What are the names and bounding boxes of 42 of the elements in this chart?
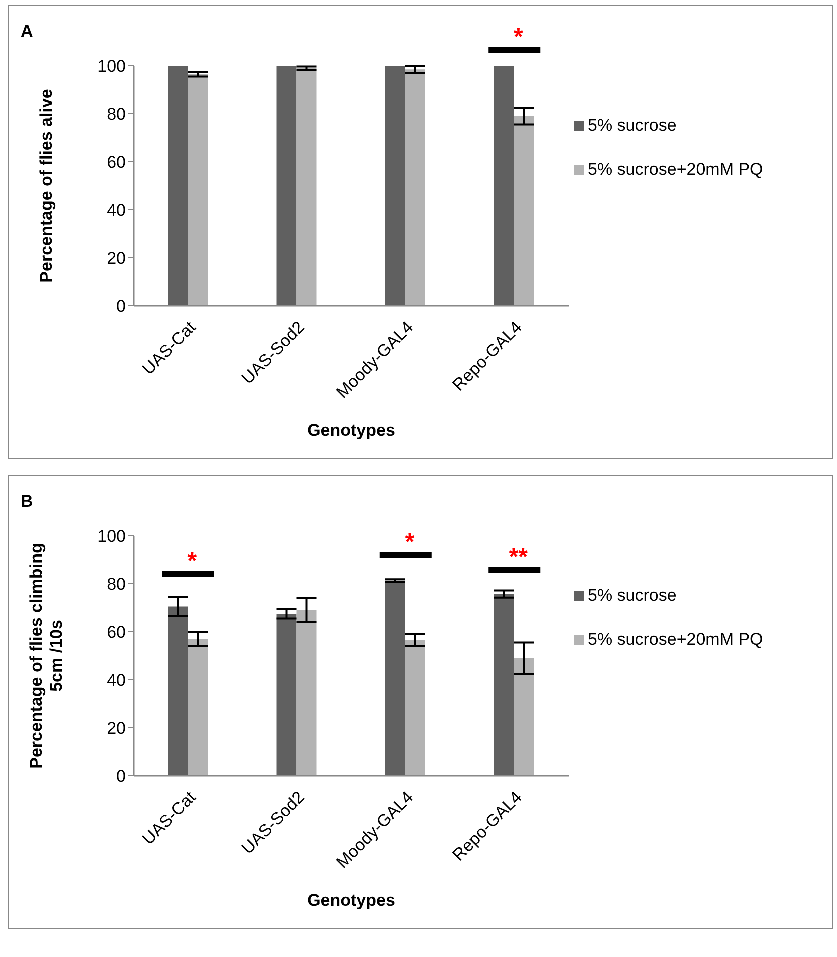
- bar: [188, 639, 208, 776]
- annotation: *: [405, 529, 416, 556]
- legend-label: 5% sucrose+20mM PQ: [588, 630, 764, 650]
- y-tick-label: 80: [107, 105, 126, 124]
- y-tick-label: 40: [107, 201, 126, 220]
- bar: [276, 66, 297, 306]
- bar: [406, 640, 426, 776]
- bar: [386, 66, 406, 306]
- bar: [494, 66, 514, 306]
- y-tick-label: 100: [98, 57, 126, 76]
- legend-label: 5% sucrose: [588, 116, 677, 136]
- x-axis-title: Genotypes: [306, 421, 396, 441]
- bar: [386, 580, 406, 776]
- y-axis-title: Percentage of flies alive: [37, 89, 56, 283]
- y-axis-title: Percentage of flies climbing 5cm /10s: [27, 543, 66, 769]
- bar: [188, 74, 208, 306]
- annotation: *: [188, 548, 198, 575]
- y-tick-label: 0: [116, 297, 126, 316]
- bar: [276, 614, 297, 776]
- text: *: [514, 24, 524, 51]
- annotation: **: [509, 544, 529, 571]
- bar: [296, 610, 317, 776]
- y-tick-label: 100: [98, 527, 126, 546]
- y-tick-label: 40: [107, 671, 126, 690]
- bar: [296, 68, 317, 306]
- y-tick-label: 20: [107, 719, 126, 738]
- y-tick-label: 80: [107, 575, 126, 594]
- bar: [168, 606, 188, 776]
- legend-label: 5% sucrose+20mM PQ: [588, 160, 764, 180]
- y-tick-label: 60: [107, 153, 126, 172]
- y-tick-label: 0: [116, 767, 126, 786]
- chart-title: A: [21, 22, 34, 42]
- chart-title: B: [21, 492, 34, 512]
- bar: [168, 66, 188, 306]
- bar: [514, 658, 534, 776]
- y-tick-label: 20: [107, 249, 126, 268]
- bar: [494, 594, 514, 776]
- x-axis-title: Genotypes: [306, 891, 396, 911]
- legend-label: 5% sucrose: [588, 586, 677, 606]
- bar: [514, 116, 534, 306]
- bar: [406, 70, 426, 306]
- y-tick-label: 60: [107, 623, 126, 642]
